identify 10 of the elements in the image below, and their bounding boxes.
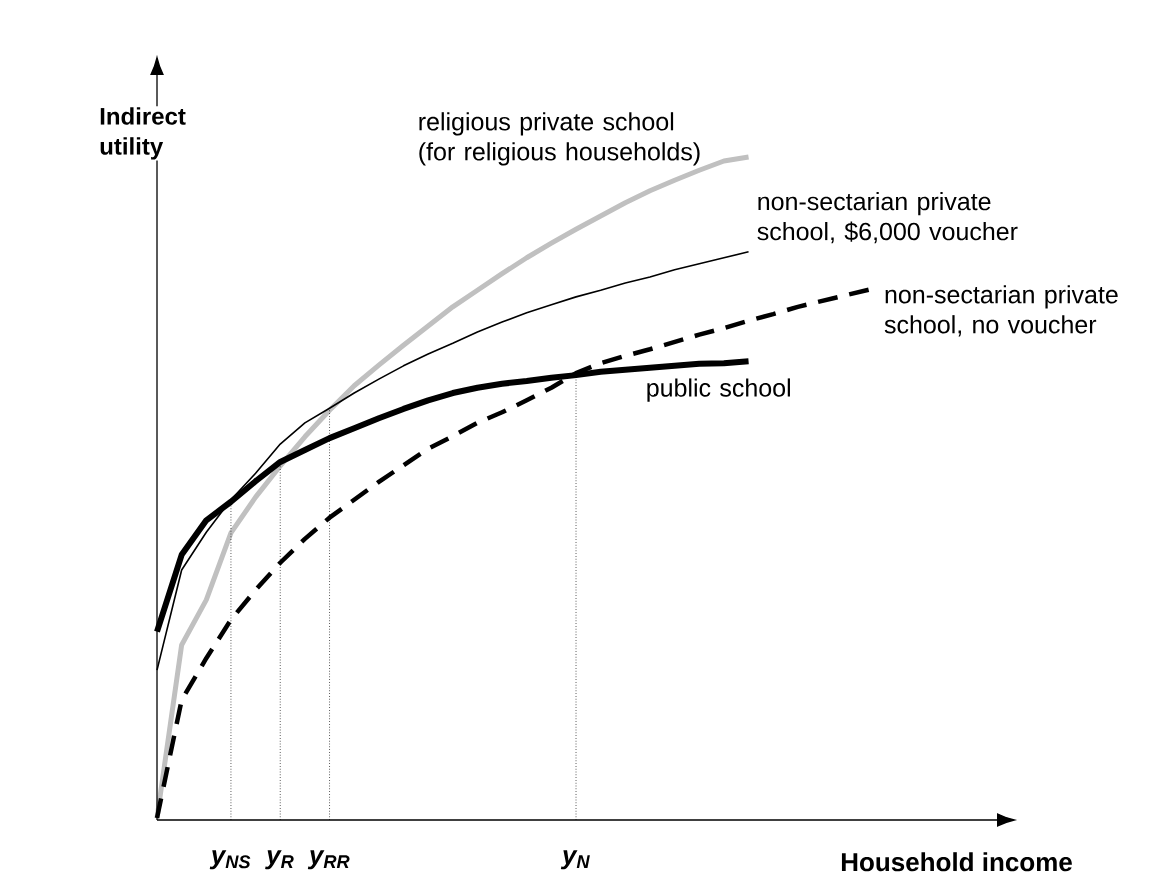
x-tick-label: y$_{RR}$ — [307, 850, 350, 870]
series-label: public school — [647, 378, 790, 402]
series-label: religious private school (for religious households) — [419, 112, 700, 166]
series-label: non-sectarian private school, $6,000 voucher — [757, 192, 1018, 244]
x-tick-label: y$_{NS}$ — [209, 850, 251, 870]
series-label: non-sectarian private school, no voucher — [884, 285, 1118, 337]
y-axis-title: Indirect utility — [100, 107, 186, 160]
x-axis-title: Household income — [841, 852, 1072, 872]
x-tick-label: y$_{R}$ — [265, 850, 294, 870]
x-tick-label: y$_{N}$ — [560, 850, 590, 870]
